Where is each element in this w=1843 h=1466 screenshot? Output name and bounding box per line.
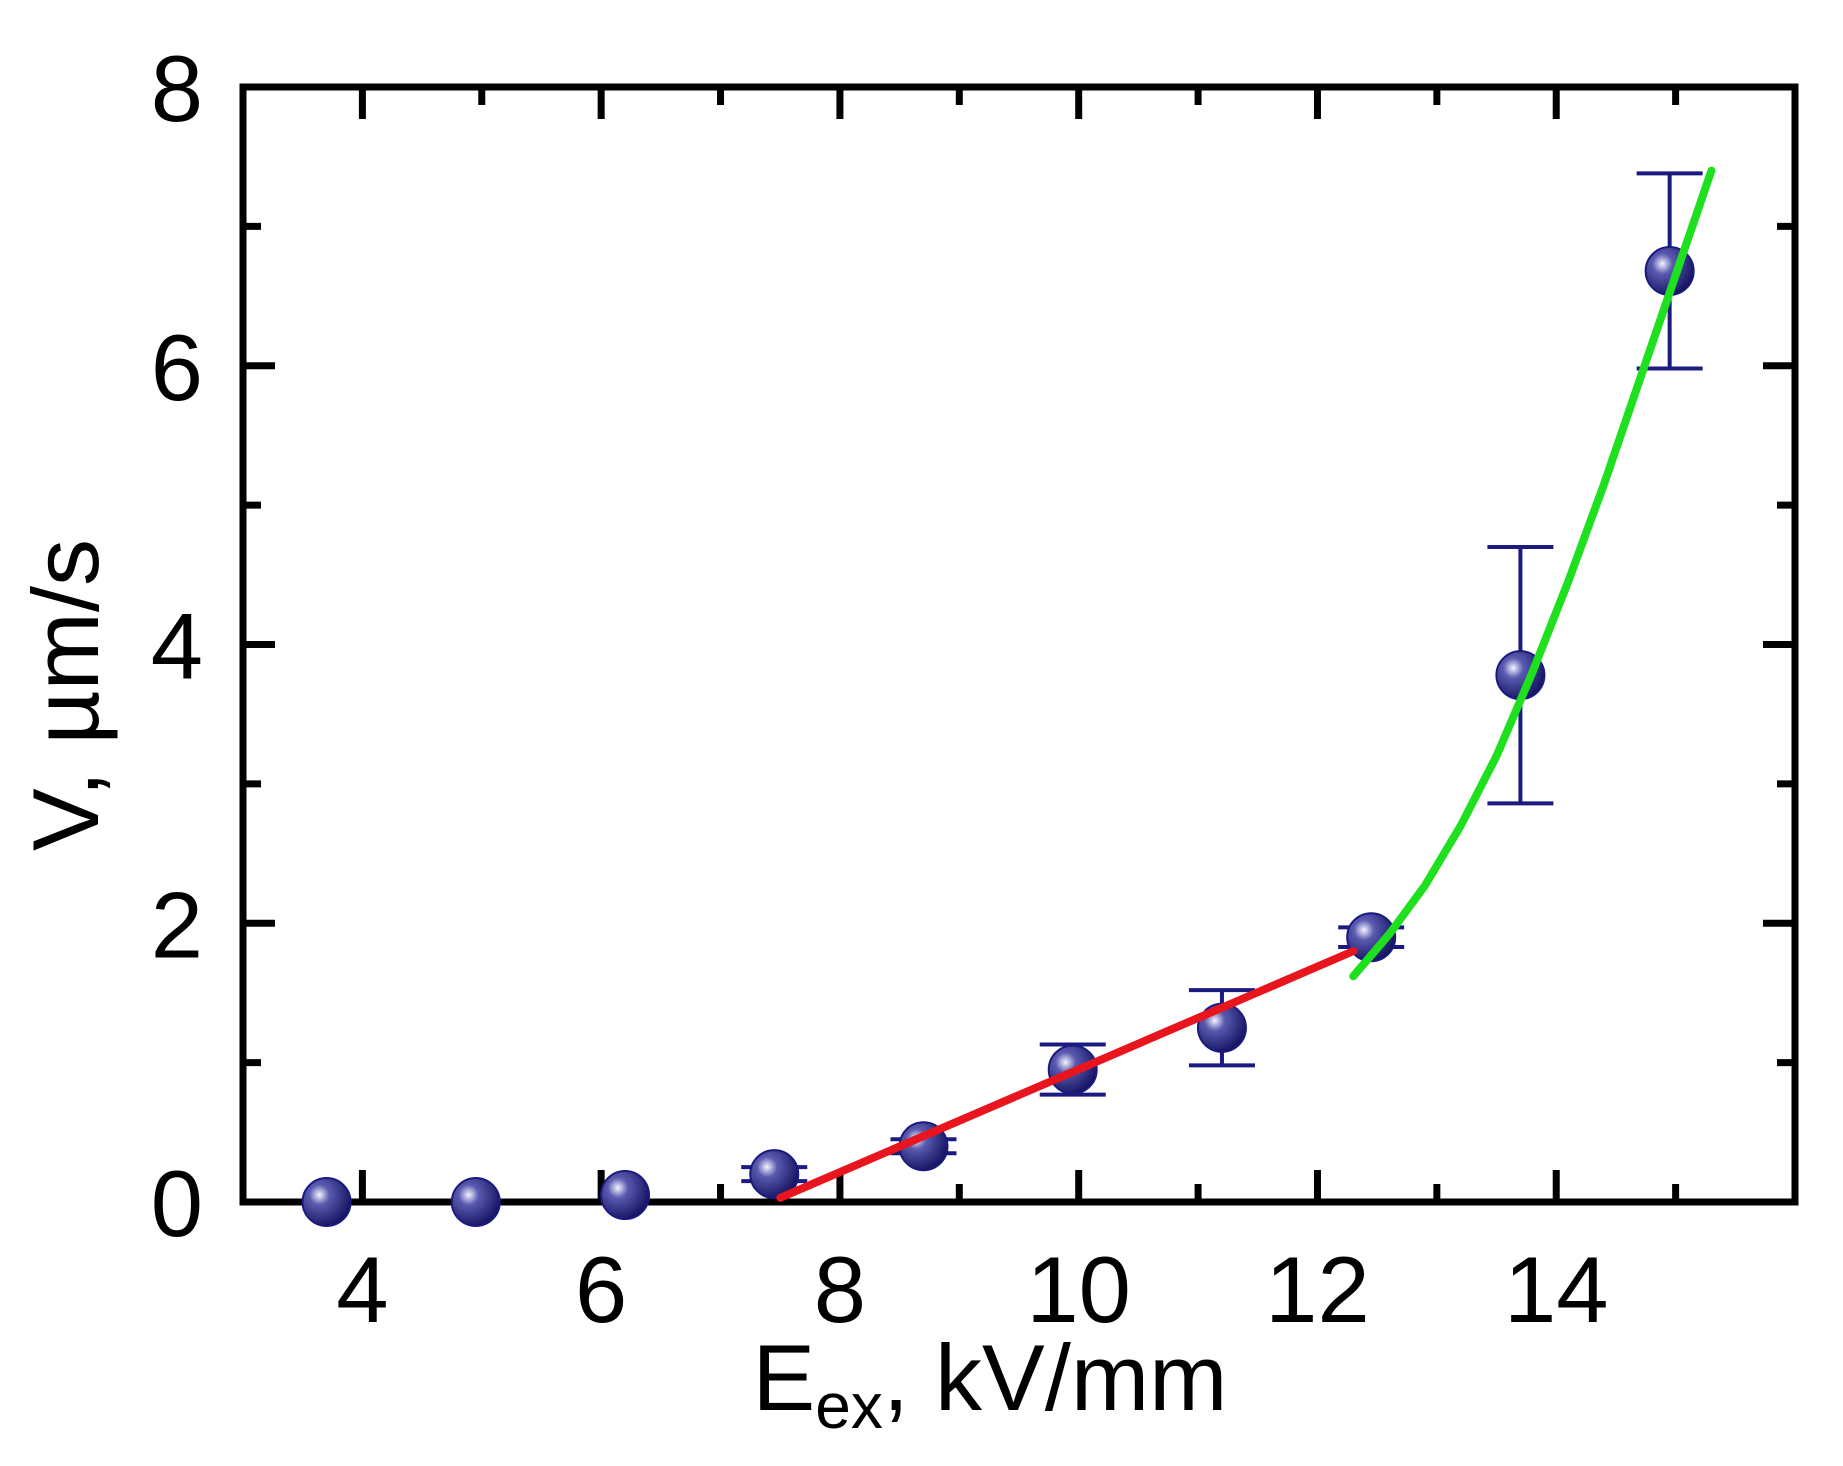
x-axis-label-sub: ex [815, 1370, 883, 1442]
x-tick-label: 12 [1265, 1237, 1370, 1342]
x-tick-label: 4 [336, 1237, 388, 1342]
plot-frame [239, 83, 1799, 1206]
series-layer [301, 166, 1716, 1227]
y-tick-label: 6 [151, 315, 203, 420]
x-axis-label: Eex, kV/mm [753, 1325, 1228, 1442]
data-point [600, 1170, 651, 1221]
data-point [749, 1149, 800, 1200]
y-tick-label: 0 [151, 1151, 203, 1256]
axes-layer: 4 6 8 10 12 14 0 2 4 6 8 [151, 36, 1799, 1342]
x-tick-label: 14 [1504, 1237, 1609, 1342]
x-tick-label: 8 [814, 1237, 866, 1342]
y-tick-label: 8 [151, 36, 203, 141]
data-point [301, 1177, 352, 1227]
x-tick-label: 6 [575, 1237, 627, 1342]
y-tick-label: 2 [151, 872, 203, 977]
y-tick-label: 4 [151, 594, 203, 699]
data-point [450, 1177, 501, 1227]
x-tick-label: 10 [1026, 1237, 1131, 1342]
x-axis-label-main: E [753, 1325, 816, 1430]
y-axis-label: V, µm/s [13, 539, 118, 851]
label-layer: Eex, kV/mm V, µm/s [13, 539, 1227, 1442]
fit-line [776, 947, 1358, 1202]
fit-line [1349, 166, 1716, 981]
x-axis-label-rest: , kV/mm [883, 1325, 1228, 1430]
